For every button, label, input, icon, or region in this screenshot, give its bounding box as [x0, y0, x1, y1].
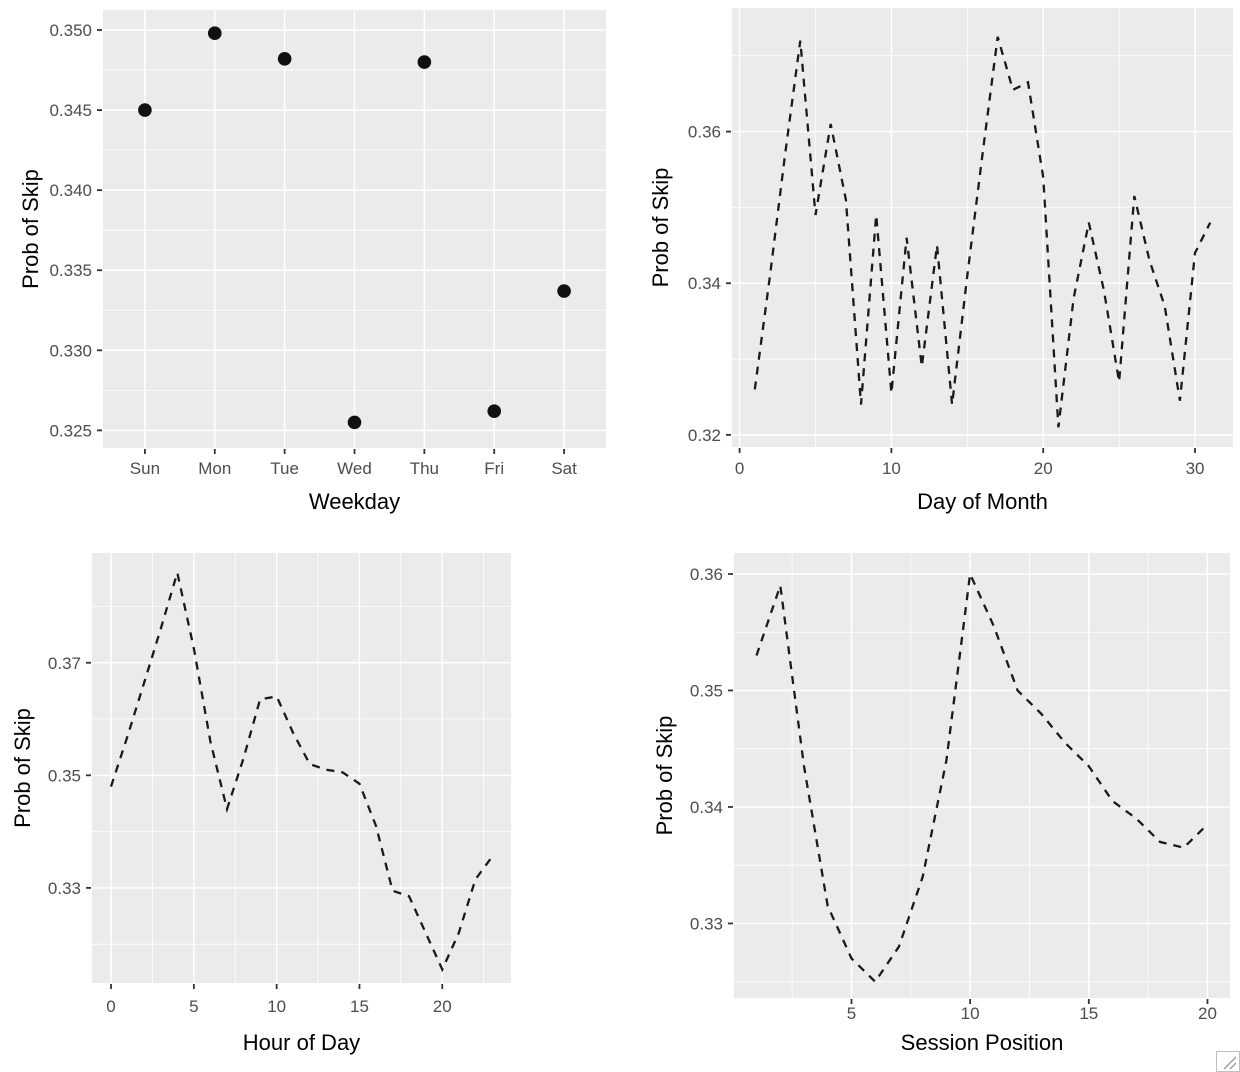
- x-tick-label: 15: [1079, 1004, 1098, 1023]
- x-tick-label: Fri: [484, 459, 504, 478]
- panel-day-of-month-line: 0 10 20 30 0.32 0.34 0.36 Day of Month Prob of S…: [648, 8, 1233, 514]
- resize-diagonal-icon: [1223, 1056, 1237, 1070]
- data-point: [207, 26, 222, 41]
- x-axis-title: Hour of Day: [243, 1030, 360, 1055]
- y-tick-label: 0.36: [690, 565, 723, 584]
- y-tick-label: 0.34: [688, 274, 721, 293]
- y-tick-label: 0.32: [688, 426, 721, 445]
- trend-line: [109, 572, 493, 973]
- y-axis-title: Prob of Skip: [10, 708, 35, 828]
- resize-handle[interactable]: [1216, 1051, 1240, 1072]
- x-tick-label: 15: [350, 997, 369, 1016]
- panel-weekday-scatter: Sun Mon Tue Wed Thu Fri Sat 0.325 0.330 0.335 0.34…: [18, 10, 606, 514]
- resize-handle-box[interactable]: [1216, 1051, 1240, 1072]
- y-axis-title: Prob of Skip: [652, 716, 677, 836]
- data-point: [487, 404, 502, 418]
- y-tick-label: 0.330: [49, 341, 92, 360]
- y-tick-label: 0.33: [48, 879, 81, 898]
- y-axis-title: Prob of Skip: [18, 169, 43, 289]
- y-tick-label: 0.35: [48, 766, 81, 785]
- y-tick-label: 0.340: [49, 181, 92, 200]
- x-tick-label: 0: [735, 459, 744, 478]
- panel-background: [734, 553, 1230, 998]
- panel-background: [732, 8, 1233, 447]
- x-tick-label: Mon: [198, 459, 231, 478]
- y-tick-label: 0.37: [48, 654, 81, 673]
- x-tick-label: 0: [106, 997, 115, 1016]
- x-tick-label: 20: [433, 997, 452, 1016]
- y-tick-label: 0.33: [690, 914, 723, 933]
- data-point: [417, 55, 432, 69]
- x-tick-label: 5: [189, 997, 198, 1016]
- panel-session-position-line: 5 10 15 20 0.33 0.34 0.35 0.36 Session Position P…: [652, 553, 1230, 1055]
- x-axis-title: Day of Month: [917, 489, 1048, 514]
- y-axis-title: Prob of Skip: [648, 168, 673, 288]
- x-axis-title: Session Position: [901, 1030, 1064, 1055]
- trend-line: [753, 36, 1212, 428]
- x-tick-label: Sat: [551, 459, 577, 478]
- x-tick-label: 10: [882, 459, 901, 478]
- panel-hour-of-day-line: 0 5 10 15 20 0.33 0.35 0.37 Hour of Day Prob of S…: [10, 553, 511, 1055]
- data-point: [347, 415, 362, 430]
- y-tick-label: 0.335: [49, 261, 92, 280]
- data-point: [557, 284, 571, 298]
- y-tick-label: 0.35: [690, 681, 723, 700]
- x-axis-title: Weekday: [309, 489, 400, 514]
- y-tick-label: 0.36: [688, 123, 721, 142]
- trend-line: [755, 569, 1209, 984]
- x-tick-label: 20: [1198, 1004, 1217, 1023]
- y-tick-label: 0.350: [49, 21, 92, 40]
- x-tick-label: Thu: [410, 459, 439, 478]
- y-tick-label: 0.34: [690, 798, 723, 817]
- data-point: [277, 52, 292, 66]
- y-tick-label: 0.345: [49, 101, 92, 120]
- resize-diagonal-icon: [1229, 1062, 1237, 1070]
- x-tick-label: 30: [1186, 459, 1205, 478]
- x-tick-label: 5: [847, 1004, 856, 1023]
- y-tick-label: 0.325: [49, 421, 92, 440]
- x-tick-label: 10: [267, 997, 286, 1016]
- x-tick-label: Sun: [130, 459, 160, 478]
- panel-background: [92, 553, 511, 983]
- x-tick-label: 20: [1034, 459, 1053, 478]
- x-tick-label: Wed: [337, 459, 372, 478]
- x-tick-label: 10: [961, 1004, 980, 1023]
- data-point: [138, 103, 152, 117]
- x-tick-label: Tue: [270, 459, 299, 478]
